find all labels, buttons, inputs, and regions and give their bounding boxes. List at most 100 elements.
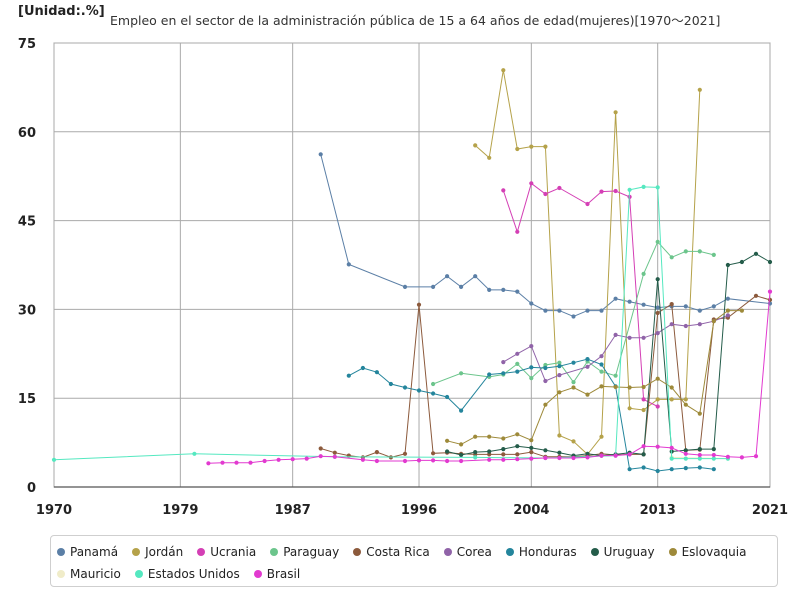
data-point xyxy=(515,457,520,462)
data-point xyxy=(276,457,281,462)
data-point xyxy=(248,460,253,465)
legend-item[interactable]: Jordán xyxy=(132,542,183,562)
data-point xyxy=(501,436,506,441)
data-point xyxy=(416,302,422,307)
data-point xyxy=(473,450,478,455)
legend-item[interactable]: Brasil xyxy=(253,564,301,584)
data-point xyxy=(529,450,534,455)
data-point xyxy=(585,364,590,369)
data-point xyxy=(346,262,351,267)
series-line xyxy=(320,154,771,318)
data-point xyxy=(697,456,702,461)
data-point xyxy=(543,365,548,371)
data-point xyxy=(641,444,646,449)
x-tick-label: 1970 xyxy=(36,503,72,518)
data-point xyxy=(655,397,660,402)
data-point xyxy=(459,442,464,447)
data-point xyxy=(374,458,379,464)
data-point xyxy=(543,455,548,461)
data-point xyxy=(515,351,520,356)
data-point xyxy=(725,308,731,313)
data-point xyxy=(431,284,436,289)
legend-item[interactable]: Estados Unidos xyxy=(134,564,240,584)
data-point xyxy=(599,354,604,359)
legend-marker-icon xyxy=(134,570,143,578)
data-point xyxy=(739,259,745,265)
data-point xyxy=(571,455,576,461)
data-point xyxy=(290,457,295,462)
legend-item[interactable]: Uruguay xyxy=(590,542,655,562)
data-point xyxy=(711,252,716,257)
data-point xyxy=(262,458,267,464)
data-point xyxy=(655,277,660,282)
data-point xyxy=(402,284,408,289)
data-point xyxy=(753,293,759,298)
data-point xyxy=(416,458,422,463)
data-point xyxy=(487,372,492,377)
data-point xyxy=(402,385,408,390)
legend-item[interactable]: Corea xyxy=(443,542,492,562)
data-point xyxy=(613,188,618,194)
data-point xyxy=(332,454,337,459)
y-tick-label: 75 xyxy=(18,37,36,52)
data-point xyxy=(332,450,337,455)
y-tick-label: 0 xyxy=(27,481,36,496)
legend-item[interactable]: Paraguay xyxy=(270,542,339,562)
data-point xyxy=(711,467,716,472)
series-5 xyxy=(501,313,731,384)
series-line xyxy=(446,310,742,445)
data-point xyxy=(346,373,351,378)
series-line xyxy=(503,314,729,382)
legend-item[interactable]: Eslovaquia xyxy=(668,542,746,562)
data-point xyxy=(599,189,604,194)
data-point xyxy=(473,143,478,148)
data-point xyxy=(669,302,674,307)
legend-item[interactable]: Ucrania xyxy=(197,542,256,562)
data-point xyxy=(711,304,716,309)
legend-marker-icon xyxy=(57,548,65,556)
data-point xyxy=(360,457,365,462)
series-layer xyxy=(51,68,773,474)
data-point xyxy=(599,434,604,439)
data-point xyxy=(529,144,534,149)
data-point xyxy=(697,87,702,92)
legend-item[interactable]: Honduras xyxy=(505,542,577,562)
data-point xyxy=(557,433,562,438)
data-point xyxy=(431,458,436,463)
y-tick-label: 60 xyxy=(18,126,36,141)
legend-label: Estados Unidos xyxy=(147,567,240,581)
data-point xyxy=(459,371,464,376)
data-point xyxy=(557,360,562,365)
legend-item[interactable]: Mauricio xyxy=(57,564,121,584)
x-tick-label: 1979 xyxy=(162,503,198,518)
y-tick-label: 15 xyxy=(18,392,36,407)
data-point xyxy=(725,262,731,268)
data-point xyxy=(431,451,436,456)
series-line xyxy=(432,240,714,385)
data-point xyxy=(529,456,534,461)
data-point xyxy=(585,308,590,313)
data-point xyxy=(641,302,646,307)
data-point xyxy=(501,188,506,193)
data-point xyxy=(683,466,688,471)
legend-label: Honduras xyxy=(518,545,577,559)
x-tick-label: 2013 xyxy=(640,503,676,518)
data-point xyxy=(318,152,323,157)
data-point xyxy=(501,457,506,462)
data-point xyxy=(529,344,534,349)
data-point xyxy=(459,458,464,464)
data-point xyxy=(374,450,379,455)
x-tick-label: 2004 xyxy=(513,503,549,518)
legend-label: Brasil xyxy=(266,567,301,581)
data-point xyxy=(613,296,618,301)
data-point xyxy=(431,381,436,387)
series-line xyxy=(53,186,728,461)
data-point xyxy=(445,449,450,454)
data-point xyxy=(641,184,646,189)
legend-label: Corea xyxy=(456,545,492,559)
legend-item[interactable]: Panamá xyxy=(57,542,118,562)
series-2 xyxy=(501,181,660,409)
series-10 xyxy=(51,184,731,462)
data-point xyxy=(501,360,506,365)
legend-item[interactable]: Costa Rica xyxy=(353,542,430,562)
